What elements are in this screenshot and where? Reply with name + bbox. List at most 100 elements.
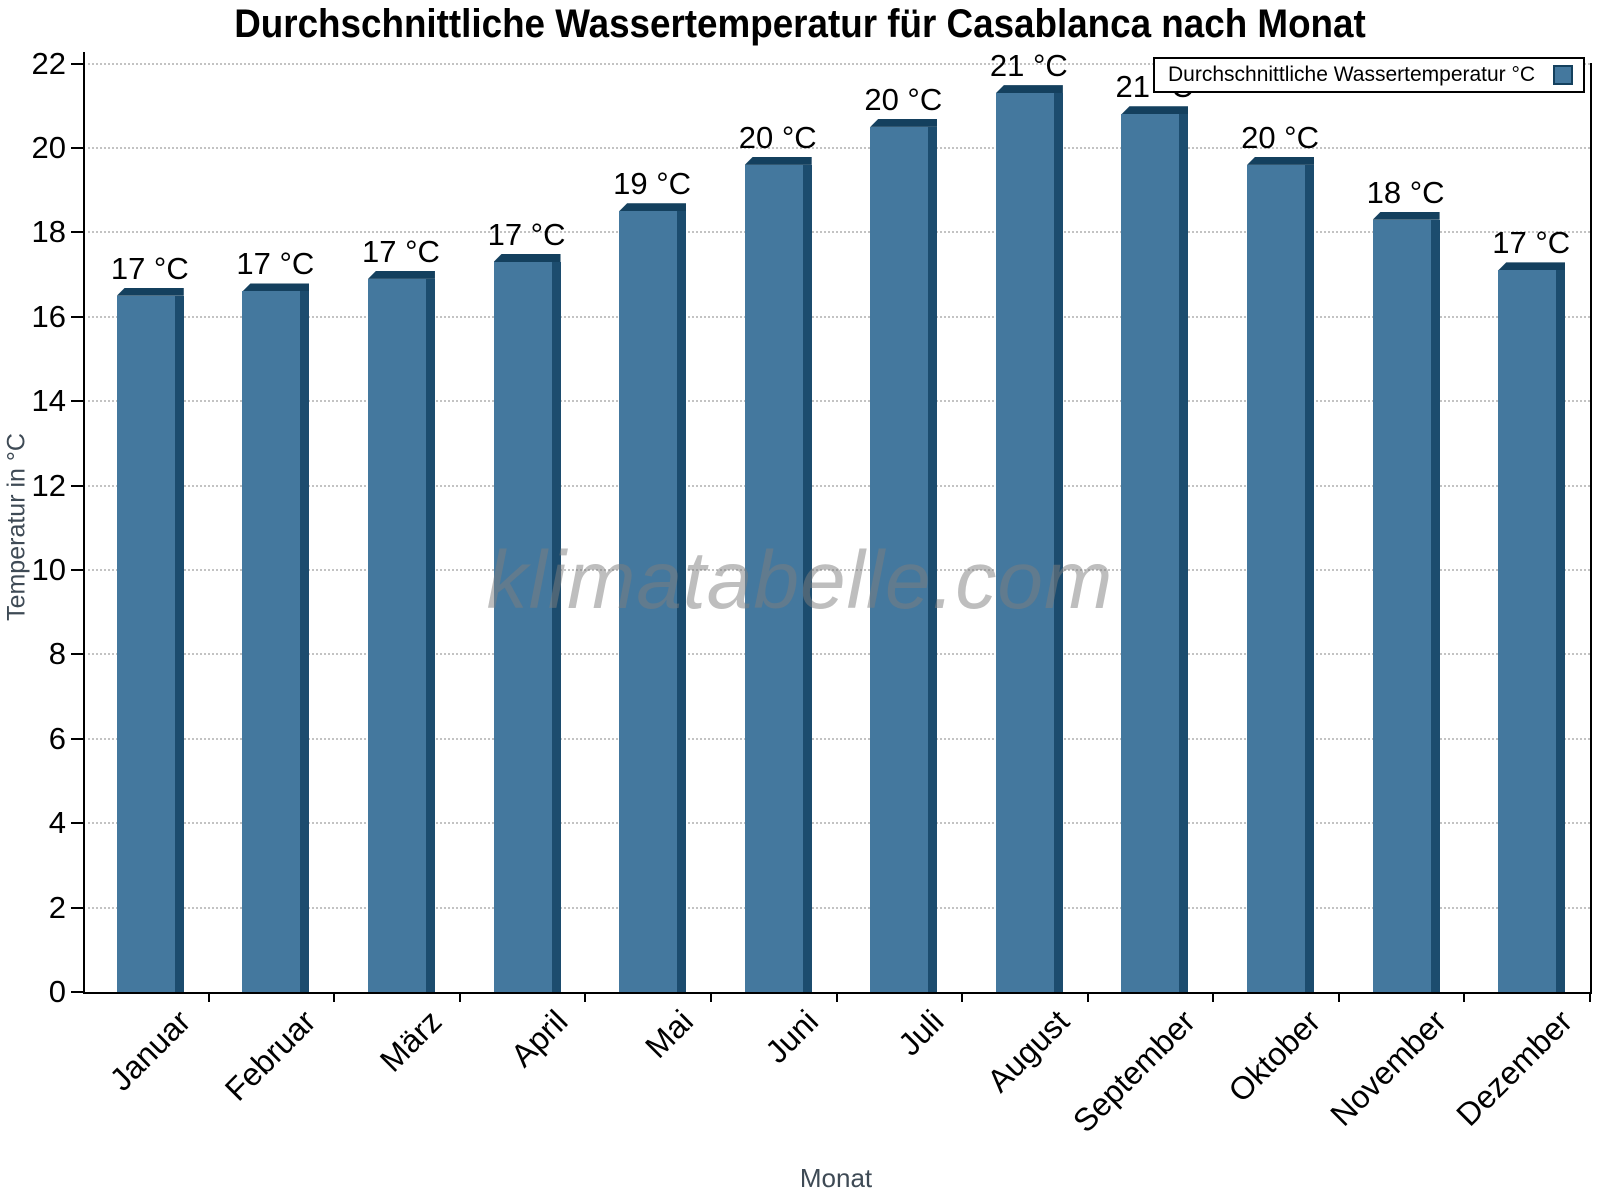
bar-top-face [1121,106,1189,115]
gridline-y-8 [83,653,1590,656]
bar-dezember [1498,262,1566,992]
x-tick-label-februar: Februar [218,1003,323,1108]
bar-front-face [870,126,929,992]
bar-oktober [1247,156,1315,992]
x-tick-label-juni: Juni [758,1003,826,1070]
x-tick-1 [207,992,210,1002]
y-tick-20 [71,147,83,149]
gridline-y-12 [83,484,1590,487]
x-tick-2 [333,992,336,1002]
bar-front-face [744,164,803,992]
gridline-y-14 [83,400,1590,403]
bar-top-face [116,287,184,296]
x-tick-label-september: September [1065,1003,1202,1140]
bar-top-face [870,118,938,127]
y-tick-label-16: 16 [31,298,66,334]
bar-side-face [174,295,184,992]
bar-front-face [242,291,301,992]
bar-value-label-juni: 20 °C [738,119,817,155]
y-tick-8 [71,653,83,656]
bar-side-face [425,278,435,992]
bar-front-face [1247,164,1306,992]
legend: Durchschnittliche Wassertemperatur °C [1153,57,1585,93]
bar-side-face [1053,93,1063,992]
x-tick-label-märz: März [372,1003,449,1079]
bar-value-label-november: 18 °C [1366,174,1445,210]
bar-februar [242,283,310,992]
x-tick-label-januar: Januar [102,1003,198,1098]
bar-side-face [677,211,687,992]
bar-side-face [300,291,310,992]
bar-september [1121,106,1189,992]
y-tick-0 [71,991,83,993]
bar-juni [744,156,812,992]
gridline-y-2 [83,906,1590,909]
x-tick-4 [584,992,587,1002]
x-axis-line [83,992,1592,994]
y-tick-label-22: 22 [31,45,66,81]
bar-top-face [1498,262,1566,271]
bar-value-label-februar: 17 °C [236,246,315,282]
bar-side-face [1305,164,1315,992]
bar-mai [619,203,687,992]
bar-front-face [493,261,552,992]
y-tick-12 [71,484,83,487]
bar-front-face [1121,114,1180,992]
gridline-y-4 [83,822,1590,825]
x-tick-11 [1463,992,1466,1002]
y-tick-label-10: 10 [31,552,66,587]
bar-top-face [619,203,687,212]
bar-front-face [619,211,678,992]
x-tick-6 [835,992,838,1002]
bar-side-face [1556,270,1566,992]
bar-front-face [1372,219,1431,992]
bar-front-face [995,93,1054,992]
x-tick-7 [961,992,964,1002]
y-tick-label-4: 4 [48,805,66,841]
y-tick-label-18: 18 [31,214,66,250]
x-tick-label-april: April [503,1003,575,1074]
gridline-y-22 [83,62,1590,65]
x-tick-3 [458,992,461,1002]
y-tick-14 [71,400,83,403]
x-tick-label-juli: Juli [891,1003,951,1063]
bar-top-face [367,270,435,279]
bar-top-face [995,85,1063,94]
x-tick-5 [709,992,712,1002]
bar-value-label-august: 21 °C [989,48,1068,84]
y-tick-6 [71,737,83,740]
plot-right-border [1590,63,1592,992]
watermark: klimatabelle.com [486,535,1114,626]
y-tick-label-6: 6 [48,720,66,756]
y-tick-label-0: 0 [48,974,66,1009]
bar-value-label-dezember: 17 °C [1492,225,1571,261]
bar-side-face [1179,114,1189,992]
y-axis-line [83,52,85,994]
bar-top-face [744,156,812,165]
bar-side-face [802,164,812,992]
bar-november [1372,211,1440,992]
gridline-y-16 [83,315,1590,318]
y-tick-4 [71,822,83,825]
y-tick-18 [71,231,83,234]
x-tick-label-dezember: Dezember [1448,1003,1579,1133]
gridline-y-6 [83,737,1590,740]
x-tick-label-oktober: Oktober [1221,1003,1328,1109]
bar-top-face [1247,156,1315,165]
bar-value-label-april: 17 °C [487,216,566,252]
x-tick-10 [1337,992,1340,1002]
bar-value-label-januar: 17 °C [110,250,189,286]
legend-swatch-icon [1553,65,1573,85]
x-axis-title: Monat [799,1163,873,1193]
y-tick-10 [71,569,83,571]
bar-top-face [1372,211,1440,220]
x-tick-label-mai: Mai [637,1003,700,1065]
y-tick-16 [71,315,83,318]
x-tick-label-november: November [1323,1003,1454,1133]
bar-august [995,85,1063,992]
bar-value-label-mai: 19 °C [613,166,692,202]
y-tick-label-20: 20 [31,130,66,165]
y-tick-label-2: 2 [48,889,66,925]
bar-value-label-märz: 17 °C [362,233,440,269]
